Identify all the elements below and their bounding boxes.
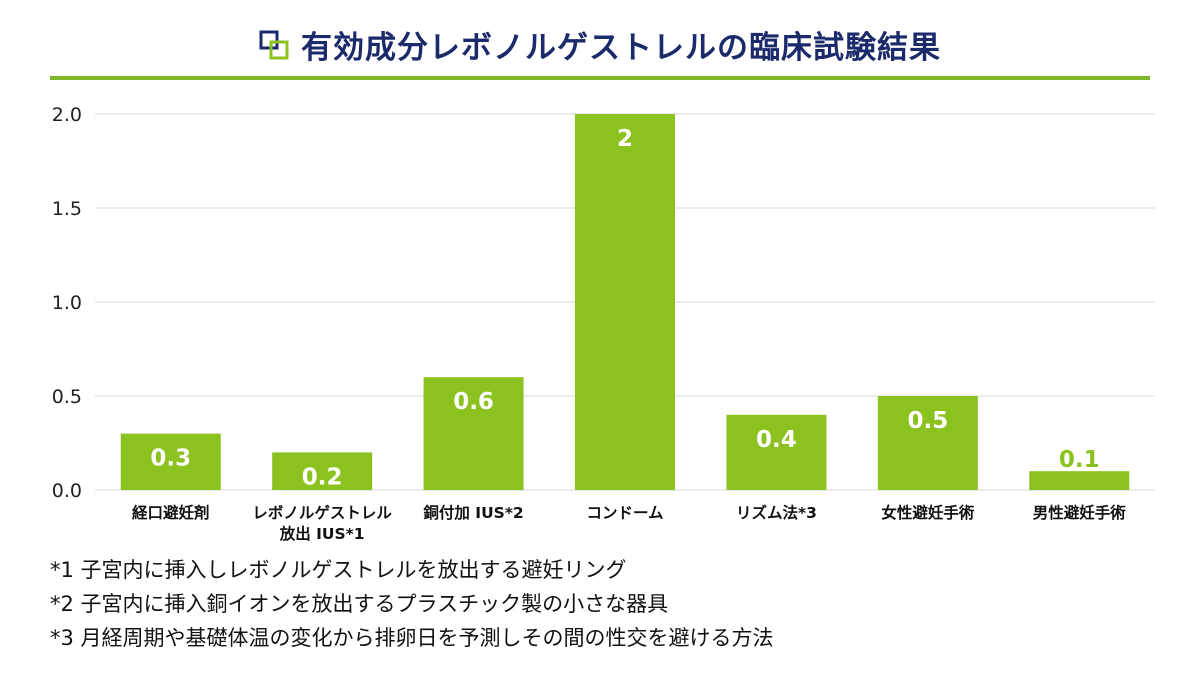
bar — [120, 433, 221, 490]
data-label: 0.1 — [1059, 447, 1100, 473]
x-tick-label: 経口避妊剤 — [132, 503, 210, 522]
data-label: 0.6 — [453, 389, 494, 415]
bar — [877, 396, 978, 490]
bar — [272, 452, 373, 490]
footnote-2: *2 子宮内に挿入銅イオンを放出するプラスチック製の小さな器具 — [50, 592, 669, 616]
page-title: 有効成分レボノルゲストレルの臨床試験結果 — [301, 30, 941, 66]
footnote-3: *3 月経周期や基礎体温の変化から排卵日を予測しその間の性交を避ける方法 — [50, 626, 774, 650]
y-tick-label: 1.5 — [52, 198, 82, 220]
data-label: 0.4 — [756, 427, 797, 453]
x-tick-label: コンドーム — [586, 504, 663, 522]
x-tick-label: リズム法*3 — [736, 503, 817, 522]
x-tick-label: 銅付加 IUS*2 — [423, 503, 523, 522]
x-tick-label: 女性避妊手術 — [881, 503, 975, 522]
footnote-1: *1 子宮内に挿入しレボノルゲストレルを放出する避妊リング — [50, 558, 627, 582]
footnotes: *1 子宮内に挿入しレボノルゲストレルを放出する避妊リング *2 子宮内に挿入銅… — [50, 553, 774, 655]
title-row: 有効成分レボノルゲストレルの臨床試験結果 — [0, 22, 1200, 67]
data-label: 0.2 — [302, 464, 343, 490]
title-divider — [50, 76, 1150, 80]
x-tick-label: 男性避妊手術 — [1033, 503, 1127, 522]
bar — [423, 377, 524, 490]
y-tick-label: 1.0 — [52, 292, 82, 314]
x-tick-label: 放出 IUS*1 — [279, 524, 365, 543]
bar — [726, 414, 827, 490]
y-tick-label: 0.0 — [52, 480, 82, 502]
bar — [575, 114, 675, 490]
overlapping-squares-icon — [259, 30, 289, 59]
data-label: 0.5 — [907, 408, 948, 434]
data-label: 2 — [617, 126, 633, 152]
data-label: 0.3 — [150, 446, 191, 472]
bar — [1029, 471, 1130, 490]
y-tick-label: 0.5 — [52, 386, 82, 408]
y-tick-label: 2.0 — [52, 104, 82, 126]
x-tick-label: レボノルゲストレル — [252, 503, 392, 522]
